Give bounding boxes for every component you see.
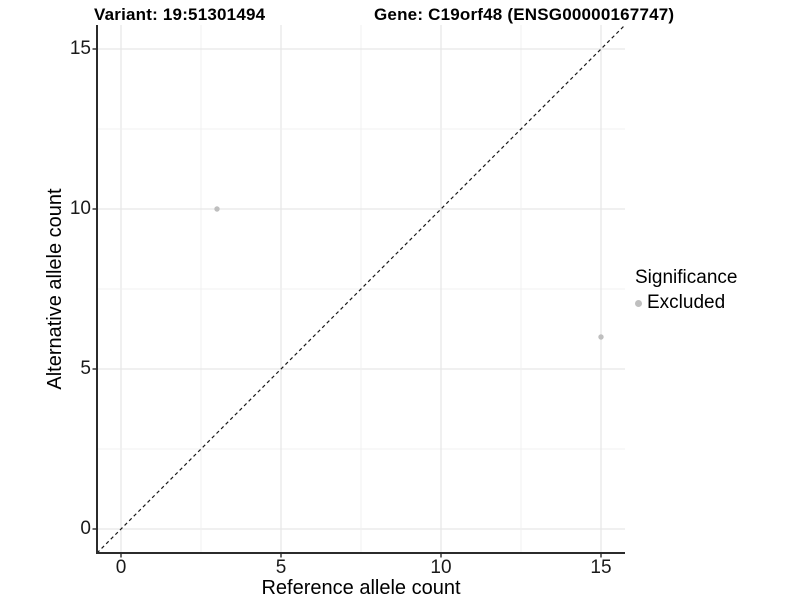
y-tick-label: 0 xyxy=(80,518,91,539)
x-tick-label: 0 xyxy=(115,557,127,578)
x-axis-label: Reference allele count xyxy=(261,577,461,599)
identity-line xyxy=(96,24,626,554)
y-tick-label: 15 xyxy=(69,38,91,59)
y-tick-label: 10 xyxy=(69,198,91,219)
x-tick-label: 15 xyxy=(590,557,612,578)
plot-title-variant: Variant: 19:51301494 xyxy=(94,5,266,24)
y-axis-label: Alternative allele count xyxy=(44,188,66,390)
legend-item-excluded: Excluded xyxy=(635,292,737,314)
scatter-point xyxy=(214,206,220,212)
x-tick-label: 10 xyxy=(430,557,452,578)
plot-title-gene: Gene: C19orf48 (ENSG00000167747) xyxy=(374,5,675,24)
y-tick-label: 5 xyxy=(80,358,91,379)
legend-item-label: Excluded xyxy=(647,292,726,313)
legend-title: Significance xyxy=(635,267,738,288)
x-tick-label: 5 xyxy=(275,557,287,578)
legend-key-dot xyxy=(635,299,642,307)
legend: Significance Excluded xyxy=(635,266,737,314)
scatter-point xyxy=(598,334,604,340)
